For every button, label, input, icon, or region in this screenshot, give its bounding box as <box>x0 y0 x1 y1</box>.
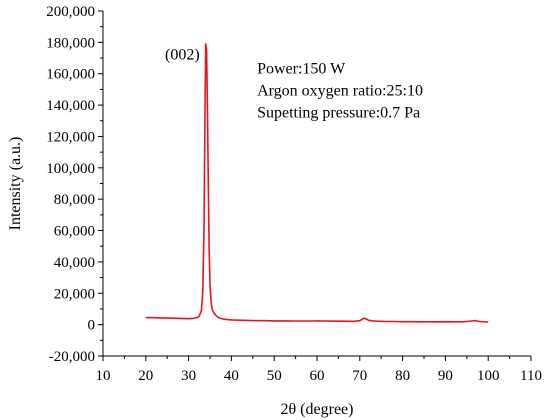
annotations: (002) Power:150 W Argon oxygen ratio:25:10… <box>165 47 423 122</box>
y-tick-label: 20,000 <box>54 286 95 302</box>
x-tick-label: 40 <box>224 368 239 384</box>
annotation-text: Argon oxygen ratio:25:10 <box>257 83 423 100</box>
y-axis-title: Intensity (a.u.) <box>7 137 24 231</box>
x-tick-label: 60 <box>310 368 325 384</box>
x-tick-label: 100 <box>477 368 500 384</box>
annotation-text: Power:150 W <box>257 61 346 78</box>
x-tick-label: 20 <box>138 368 153 384</box>
annotation-text: Supetting pressure:0.7 Pa <box>257 105 420 122</box>
y-tick-label: 60,000 <box>54 224 95 240</box>
series <box>145 43 489 323</box>
x-tick-label: 90 <box>438 368 453 384</box>
y-tick-label: 100,000 <box>46 161 95 177</box>
y-tick-label: 80,000 <box>54 192 95 208</box>
y-tick-label: 0 <box>88 318 96 334</box>
x-tick-label: 50 <box>267 368 282 384</box>
series-line <box>145 43 489 323</box>
y-tick-label: 140,000 <box>46 98 95 114</box>
x-tick-label: 70 <box>352 368 367 384</box>
y-tick-label: 160,000 <box>46 67 95 83</box>
y-tick-label: 200,000 <box>46 4 95 20</box>
y-tick-label: -20,000 <box>49 349 95 365</box>
x-axis-title: 2θ (degree) <box>281 401 354 418</box>
x-tick-label: 30 <box>181 368 196 384</box>
x-tick-label: 110 <box>520 368 542 384</box>
y-tick-label: 40,000 <box>54 255 95 271</box>
x-tick-label: 10 <box>96 368 111 384</box>
annotation-text: (002) <box>165 47 200 64</box>
y-tick-label: 180,000 <box>46 35 95 51</box>
x-tick-label: 80 <box>395 368 410 384</box>
ticks: 10 20 30 40 50 60 70 80 90 100 110 -20,000 0 20,000 40… <box>46 4 542 384</box>
y-tick-label: 120,000 <box>46 129 95 145</box>
